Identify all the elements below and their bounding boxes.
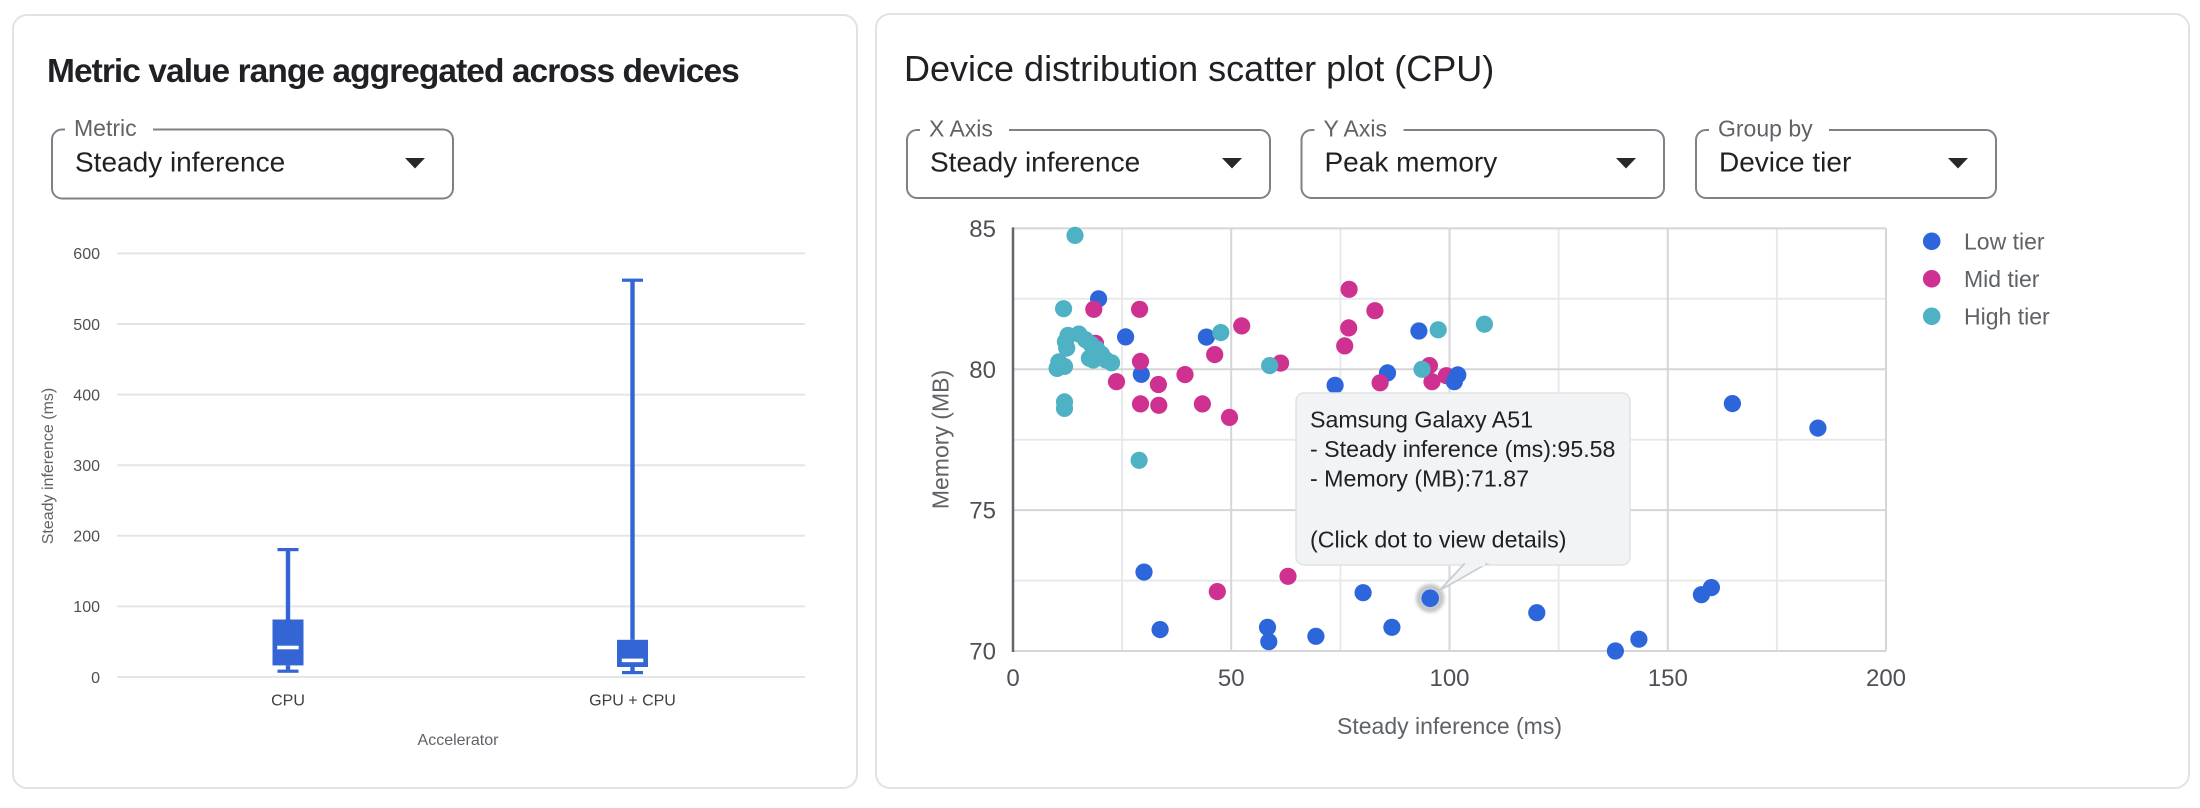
svg-text:85: 85 (969, 216, 996, 243)
svg-text:Device tier: Device tier (1719, 147, 1851, 178)
svg-text:CPU: CPU (271, 693, 305, 710)
svg-text:(Click dot to view details): (Click dot to view details) (1310, 527, 1566, 553)
svg-text:Mid tier: Mid tier (1964, 266, 2040, 292)
svg-text:- Memory (MB):71.87: - Memory (MB):71.87 (1310, 465, 1529, 491)
svg-text:Accelerator: Accelerator (418, 732, 500, 749)
svg-text:Samsung Galaxy A51: Samsung Galaxy A51 (1310, 406, 1533, 432)
svg-text:Device distribution scatter pl: Device distribution scatter plot (CPU) (904, 48, 1494, 89)
svg-text:Peak memory: Peak memory (1325, 147, 1498, 178)
svg-text:Steady inference (ms): Steady inference (ms) (40, 388, 57, 545)
svg-text:Steady inference: Steady inference (75, 147, 285, 178)
svg-text:75: 75 (969, 498, 996, 525)
svg-text:400: 400 (73, 387, 100, 404)
svg-text:150: 150 (1648, 665, 1688, 692)
svg-text:0: 0 (91, 670, 100, 687)
svg-text:Steady inference: Steady inference (930, 147, 1140, 178)
svg-text:Steady inference (ms): Steady inference (ms) (1337, 713, 1562, 739)
svg-text:0: 0 (1006, 665, 1019, 692)
svg-text:Low tier: Low tier (1964, 229, 2045, 255)
svg-text:300: 300 (73, 458, 100, 475)
svg-text:100: 100 (1429, 665, 1469, 692)
svg-text:200: 200 (1866, 665, 1906, 692)
svg-text:200: 200 (73, 529, 100, 546)
svg-text:GPU + CPU: GPU + CPU (589, 693, 676, 710)
svg-text:X Axis: X Axis (929, 116, 993, 142)
svg-text:500: 500 (73, 317, 100, 334)
svg-text:80: 80 (969, 357, 996, 384)
svg-text:Y Axis: Y Axis (1324, 116, 1388, 142)
svg-text:70: 70 (969, 639, 996, 666)
svg-text:100: 100 (73, 599, 100, 616)
svg-text:Metric value range aggregated: Metric value range aggregated across dev… (47, 53, 739, 90)
svg-text:Metric: Metric (74, 115, 137, 141)
svg-text:Group by: Group by (1718, 116, 1813, 142)
svg-text:High tier: High tier (1964, 304, 2050, 330)
svg-text:50: 50 (1218, 665, 1245, 692)
svg-text:Memory (MB): Memory (MB) (927, 370, 953, 509)
svg-text:- Steady inference (ms):95.58: - Steady inference (ms):95.58 (1310, 436, 1615, 462)
svg-text:600: 600 (73, 246, 100, 263)
